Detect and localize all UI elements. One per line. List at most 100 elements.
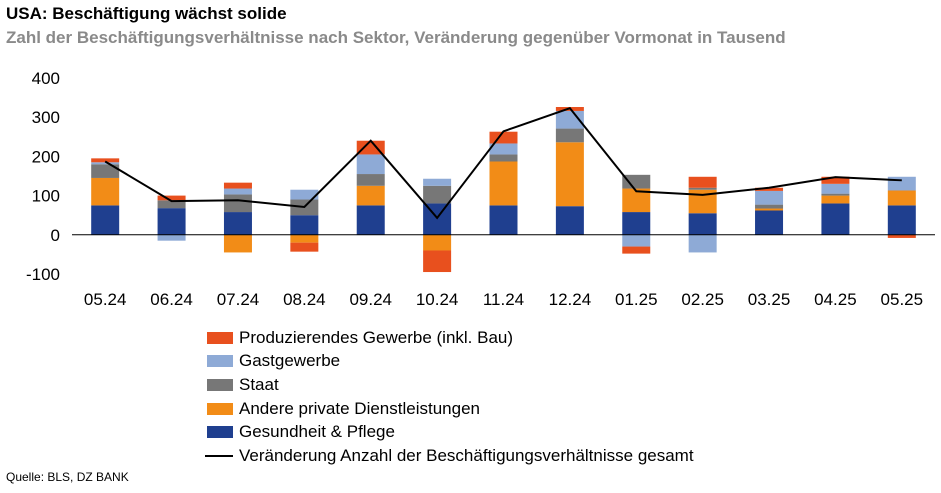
bar-segment-andere-private-dienstleistungen-11.24 — [489, 161, 518, 206]
legend-label: Produzierendes Gewerbe (inkl. Bau) — [239, 327, 514, 347]
x-tick-label: 10.24 — [416, 290, 459, 309]
legend-item-staat: Staat — [205, 373, 694, 397]
bar-segment-staat-11.24 — [489, 154, 518, 162]
bar-segment-andere-private-dienstleistungen-04.25 — [821, 195, 850, 204]
legend-line-swatch — [205, 454, 233, 457]
legend-item-gesamt: Veränderung Anzahl der Beschäftigungsver… — [205, 444, 694, 468]
bars-group — [91, 107, 916, 273]
x-axis: 05.24 06.24 07.24 08.24 09.24 10.24 11.24 12.24… — [84, 290, 923, 309]
bar-segment-gastgewerbe-03.25 — [755, 190, 784, 205]
y-tick-label: 300 — [32, 108, 60, 127]
bar-segment-produzierendes-gewerbe-inkl-bau--04.25 — [821, 176, 850, 184]
bar-segment-gastgewerbe-02.25 — [688, 234, 717, 253]
bar-segment-staat-01.25 — [622, 174, 651, 189]
legend-swatch — [207, 378, 233, 391]
bar-segment-gesundheit-pflege-04.25 — [821, 203, 850, 235]
bar-segment-gesundheit-pflege-03.25 — [755, 210, 784, 235]
legend-item-produzierendes-gewerbe: Produzierendes Gewerbe (inkl. Bau) — [205, 326, 694, 350]
bar-segment-gesundheit-pflege-05.25 — [887, 205, 916, 235]
bar-segment-gastgewerbe-05.24 — [91, 162, 120, 165]
bar-segment-gastgewerbe-09.24 — [356, 154, 385, 175]
total-line — [104, 107, 902, 220]
legend-swatch — [207, 355, 233, 368]
x-tick-label: 11.24 — [483, 290, 524, 309]
bar-segment-gastgewerbe-05.25 — [887, 176, 916, 191]
legend-swatch — [207, 331, 233, 344]
bar-segment-gesundheit-pflege-12.24 — [555, 206, 584, 235]
y-tick-label: 400 — [32, 69, 60, 88]
bar-segment-produzierendes-gewerbe-inkl-bau--06.24 — [157, 195, 186, 201]
bar-segment-produzierendes-gewerbe-inkl-bau--01.25 — [622, 246, 651, 254]
bar-segment-andere-private-dienstleistungen-09.24 — [356, 185, 385, 206]
bar-segment-produzierendes-gewerbe-inkl-bau--10.24 — [423, 250, 452, 273]
bar-segment-gastgewerbe-04.25 — [821, 183, 850, 194]
legend-item-gastgewerbe: Gastgewerbe — [205, 350, 694, 374]
bar-segment-gesundheit-pflege-06.24 — [157, 208, 186, 235]
total-line-group — [104, 107, 902, 220]
bar-segment-gastgewerbe-01.25 — [622, 234, 651, 247]
source-note: Quelle: BLS, DZ BANK — [6, 470, 129, 484]
bar-segment-produzierendes-gewerbe-inkl-bau--03.25 — [755, 187, 784, 191]
bar-segment-gesundheit-pflege-05.24 — [91, 205, 120, 235]
x-tick-label: 05.24 — [84, 290, 127, 309]
x-tick-label: 07.24 — [217, 290, 260, 309]
chart-subtitle: Zahl der Beschäftigungsverhältnisse nach… — [6, 28, 786, 47]
chart-title: USA: Beschäftigung wächst solide — [6, 4, 287, 23]
bar-segment-andere-private-dienstleistungen-01.25 — [622, 188, 651, 213]
bar-segment-produzierendes-gewerbe-inkl-bau--09.24 — [356, 140, 385, 155]
legend-swatch — [207, 402, 233, 415]
legend: Produzierendes Gewerbe (inkl. Bau) Gastg… — [205, 326, 694, 468]
y-tick-label: 0 — [51, 226, 60, 245]
bar-segment-staat-07.24 — [223, 194, 252, 213]
bar-segment-staat-06.24 — [157, 200, 186, 209]
bar-segment-andere-private-dienstleistungen-07.24 — [223, 234, 252, 253]
bar-segment-andere-private-dienstleistungen-08.24 — [290, 234, 319, 243]
chart-area: -100 0 100 200 300 400 05.24 06.24 07.24 08.24 09… — [26, 69, 935, 309]
bar-segment-produzierendes-gewerbe-inkl-bau--11.24 — [489, 131, 518, 144]
bar-segment-produzierendes-gewerbe-inkl-bau--08.24 — [290, 242, 319, 252]
bar-segment-staat-10.24 — [423, 185, 452, 204]
x-tick-label: 04.25 — [814, 290, 857, 309]
bar-segment-andere-private-dienstleistungen-05.24 — [91, 177, 120, 206]
y-tick-label: 200 — [32, 147, 60, 166]
bar-segment-gesundheit-pflege-01.25 — [622, 212, 651, 235]
bar-segment-produzierendes-gewerbe-inkl-bau--05.25 — [887, 234, 916, 238]
legend-swatch — [207, 426, 233, 439]
bar-segment-staat-05.24 — [91, 164, 120, 178]
x-tick-label: 09.24 — [349, 290, 392, 309]
bar-segment-gesundheit-pflege-11.24 — [489, 205, 518, 235]
bar-segment-gesundheit-pflege-07.24 — [223, 212, 252, 235]
bar-segment-produzierendes-gewerbe-inkl-bau--02.25 — [688, 176, 717, 188]
x-tick-label: 01.25 — [615, 290, 658, 309]
legend-label: Gesundheit & Pflege — [239, 422, 395, 442]
bar-segment-gesundheit-pflege-09.24 — [356, 205, 385, 235]
bar-segment-staat-09.24 — [356, 174, 385, 186]
x-tick-label: 03.25 — [748, 290, 791, 309]
bar-segment-andere-private-dienstleistungen-02.25 — [688, 189, 717, 214]
bar-segment-staat-03.25 — [755, 204, 784, 209]
bar-segment-gastgewerbe-11.24 — [489, 143, 518, 155]
bar-segment-andere-private-dienstleistungen-10.24 — [423, 234, 452, 251]
bar-segment-staat-12.24 — [555, 128, 584, 143]
x-tick-label: 06.24 — [150, 290, 193, 309]
legend-item-gesundheit-pflege: Gesundheit & Pflege — [205, 420, 694, 444]
x-tick-label: 12.24 — [549, 290, 592, 309]
legend-label: Andere private Dienstleistungen — [239, 398, 480, 418]
x-tick-label: 02.25 — [681, 290, 724, 309]
legend-label: Staat — [239, 374, 279, 394]
bar-segment-staat-04.25 — [821, 193, 850, 196]
bar-segment-gastgewerbe-12.24 — [555, 110, 584, 129]
bar-segment-gesundheit-pflege-08.24 — [290, 215, 319, 235]
x-tick-label: 08.24 — [283, 290, 326, 309]
bar-segment-gastgewerbe-10.24 — [423, 178, 452, 186]
bar-segment-staat-02.25 — [688, 187, 717, 190]
bar-segment-gastgewerbe-06.24 — [157, 234, 186, 241]
bar-segment-andere-private-dienstleistungen-03.25 — [755, 208, 784, 211]
bar-segment-gesundheit-pflege-02.25 — [688, 213, 717, 235]
y-axis: -100 0 100 200 300 400 — [26, 69, 60, 284]
bar-segment-andere-private-dienstleistungen-05.25 — [887, 190, 916, 206]
x-tick-label: 05.25 — [881, 290, 924, 309]
legend-label: Veränderung Anzahl der Beschäftigungsver… — [239, 445, 694, 465]
bar-segment-produzierendes-gewerbe-inkl-bau--05.24 — [91, 158, 120, 163]
bar-segment-produzierendes-gewerbe-inkl-bau--07.24 — [223, 182, 252, 189]
